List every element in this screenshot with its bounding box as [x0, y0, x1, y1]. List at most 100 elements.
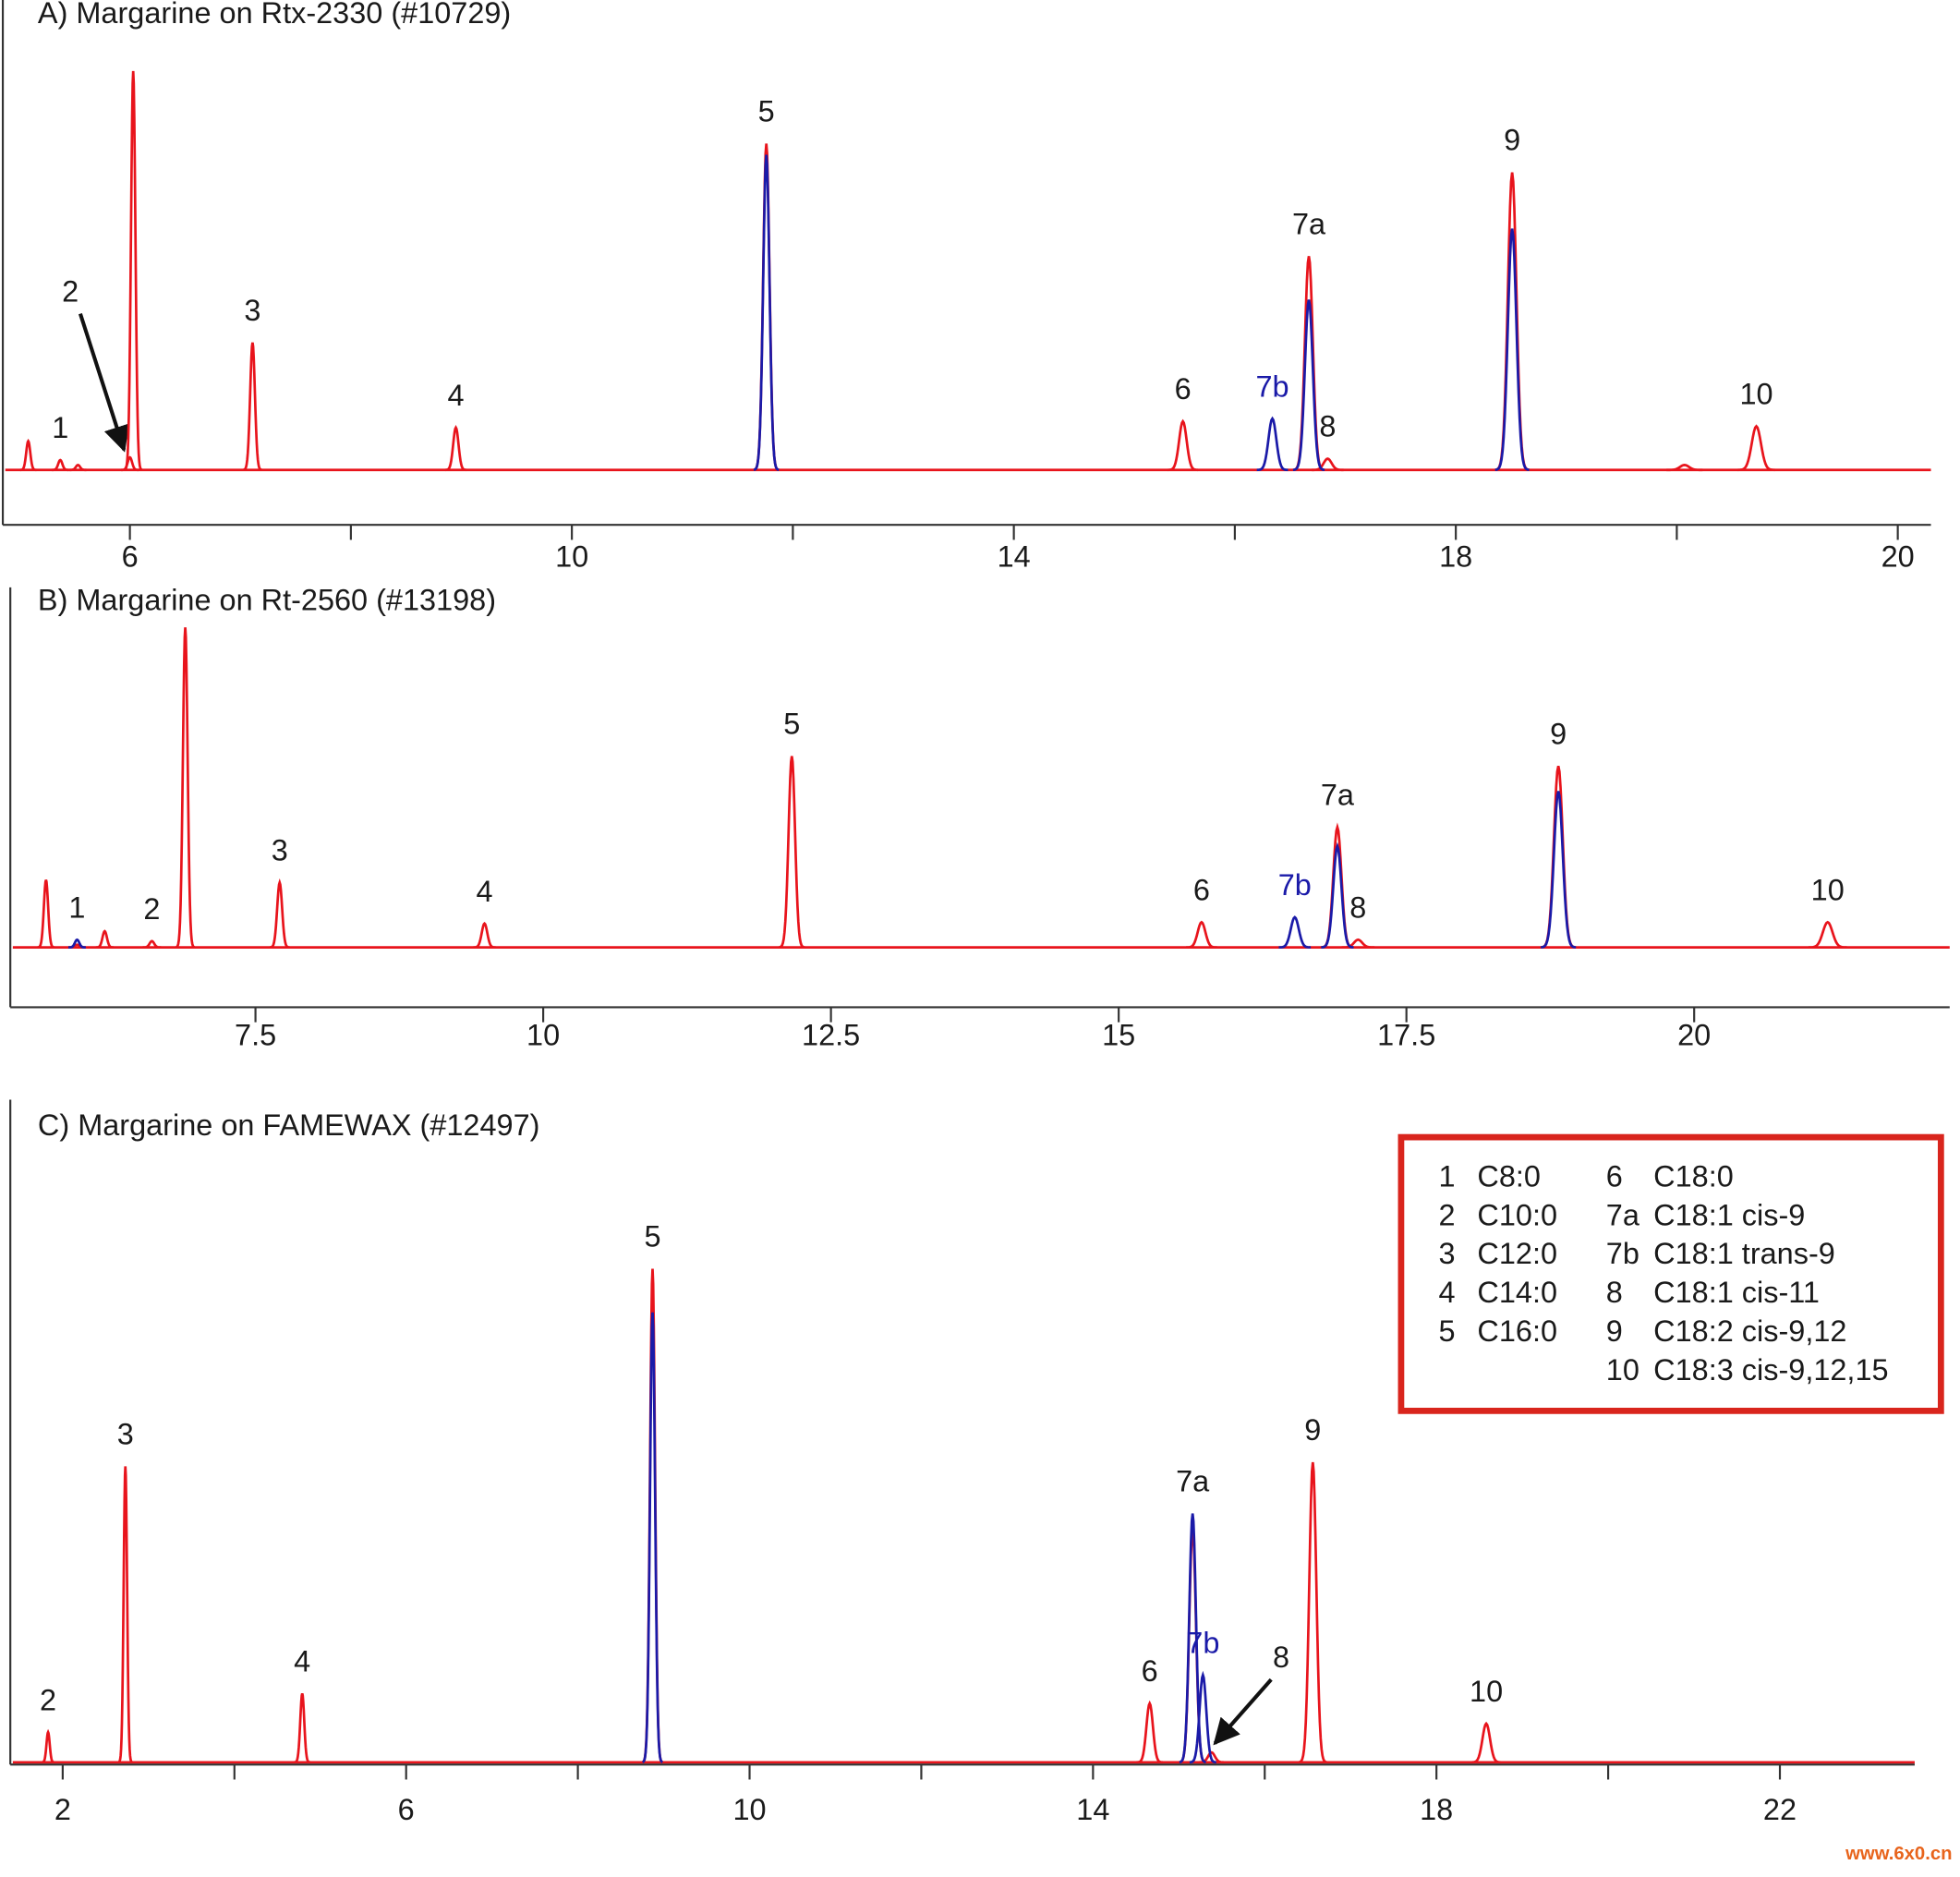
- peak-label: 2: [143, 892, 160, 926]
- peak-label: 4: [447, 379, 464, 412]
- peak: [1494, 228, 1530, 472]
- x-tick-label: 10: [555, 539, 588, 573]
- peak-label: 4: [477, 875, 493, 908]
- peak: [37, 879, 55, 949]
- key-name: C10:0: [1477, 1198, 1557, 1231]
- peak-label: 8: [1273, 1641, 1289, 1674]
- x-tick-label: 18: [1420, 1793, 1453, 1826]
- peak-label: 1: [68, 890, 85, 924]
- key-id: 6: [1606, 1159, 1623, 1193]
- x-tick-label: 18: [1439, 539, 1472, 573]
- peak-label: 3: [244, 294, 260, 327]
- peak: [69, 463, 87, 472]
- key-id: 4: [1439, 1276, 1456, 1309]
- peak: [1312, 457, 1344, 472]
- key-id: 5: [1439, 1314, 1456, 1348]
- key-name: C18:2 cis-9,12: [1653, 1314, 1846, 1348]
- peak: [444, 424, 467, 472]
- key-id: 3: [1439, 1237, 1456, 1270]
- peak: [1470, 1721, 1502, 1764]
- key-name: C8:0: [1477, 1159, 1541, 1193]
- peak: [1168, 418, 1198, 472]
- peak: [1189, 1670, 1216, 1764]
- peak: [68, 938, 86, 949]
- peak-label: 4: [294, 1644, 310, 1677]
- peak: [124, 70, 143, 471]
- peak: [473, 921, 496, 949]
- peak: [269, 878, 290, 949]
- peak: [1292, 299, 1325, 472]
- peak: [1341, 938, 1375, 949]
- peak-label: 2: [62, 275, 79, 309]
- peak-label: 6: [1142, 1654, 1158, 1688]
- key-id: 7b: [1606, 1237, 1639, 1270]
- peak-label: 2: [40, 1683, 56, 1716]
- x-tick-label: 7.5: [235, 1018, 276, 1051]
- peak: [1541, 791, 1577, 949]
- peak-label: 7a: [1292, 207, 1326, 240]
- peak-label: 5: [783, 708, 800, 741]
- peak: [1186, 920, 1217, 949]
- peak: [52, 458, 69, 472]
- x-tick-label: 2: [54, 1793, 71, 1826]
- peak-label: 7b: [1278, 868, 1312, 902]
- peak: [243, 342, 262, 472]
- peak: [1179, 1513, 1206, 1764]
- label-arrow: [1213, 1677, 1273, 1746]
- peak-label: 10: [1470, 1675, 1503, 1708]
- x-tick-label: 12.5: [802, 1018, 860, 1051]
- peak-label: 3: [272, 834, 288, 867]
- x-tick-label: 14: [998, 539, 1031, 573]
- peak-label: 3: [117, 1417, 134, 1450]
- peak: [1737, 424, 1775, 472]
- peak-label: 7b: [1186, 1626, 1219, 1659]
- peak-label: 6: [1175, 372, 1192, 406]
- key-name: C18:3 cis-9,12,15: [1653, 1353, 1888, 1387]
- peak-label: 9: [1550, 717, 1567, 750]
- peak: [753, 154, 780, 471]
- key-id: 2: [1439, 1198, 1456, 1231]
- peak: [19, 438, 37, 472]
- label-arrow: [79, 312, 129, 453]
- peak: [1494, 172, 1530, 471]
- peak: [642, 1312, 663, 1763]
- peak-label: 5: [644, 1220, 660, 1253]
- peak: [142, 939, 162, 949]
- peak: [753, 143, 780, 471]
- key-id: 7a: [1606, 1198, 1640, 1231]
- peak: [1136, 1700, 1163, 1764]
- x-tick-label: 6: [122, 539, 139, 573]
- key-name: C18:0: [1653, 1159, 1734, 1193]
- x-tick-label: 6: [398, 1793, 415, 1826]
- peak-label: 1: [52, 411, 68, 444]
- peak: [42, 1728, 55, 1764]
- peak: [1321, 842, 1354, 949]
- peak: [294, 1692, 310, 1764]
- peak-label: 7b: [1256, 369, 1289, 403]
- peak: [95, 929, 114, 949]
- x-tick-label: 10: [526, 1018, 560, 1051]
- peak: [779, 756, 805, 949]
- x-tick-label: 10: [732, 1793, 766, 1826]
- peak: [117, 1466, 133, 1763]
- key-name: C14:0: [1477, 1276, 1557, 1309]
- x-tick-label: 20: [1881, 539, 1915, 573]
- key-id: 1: [1439, 1159, 1456, 1193]
- peak-label: 7a: [1321, 779, 1355, 812]
- peak-label: 10: [1739, 378, 1772, 411]
- peak: [1298, 1461, 1327, 1764]
- x-tick-label: 22: [1763, 1793, 1797, 1826]
- panel-title: B) Margarine on Rt-2560 (#13198): [38, 584, 496, 617]
- key-id: 9: [1606, 1314, 1623, 1348]
- panel-title: A) Margarine on Rtx-2330 (#10729): [38, 0, 511, 30]
- key-name: C12:0: [1477, 1237, 1557, 1270]
- peak: [1256, 416, 1289, 472]
- peak-label: 10: [1811, 873, 1845, 906]
- peak: [1666, 464, 1703, 472]
- peak-label: 9: [1504, 124, 1520, 157]
- peak: [1278, 915, 1312, 949]
- panel-title: C) Margarine on FAMEWAX (#12497): [38, 1108, 540, 1142]
- peak: [121, 455, 139, 472]
